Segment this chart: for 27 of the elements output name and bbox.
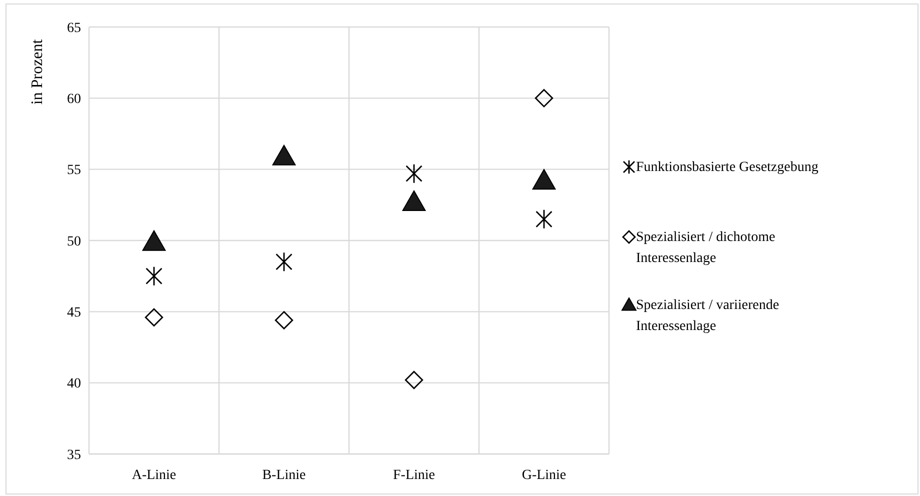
x-tick-label: B-Linie (262, 468, 306, 483)
point (536, 209, 552, 230)
legend-label: Funktionsbasierte Gesetzgebung (636, 160, 818, 175)
point (276, 252, 292, 272)
point (272, 144, 296, 166)
legend-label: Spezialisiert / variierende Interessenlage (636, 298, 780, 334)
y-tick-label: 35 (67, 448, 81, 463)
y-tick-label: 40 (67, 376, 81, 392)
point (142, 230, 166, 251)
y-tick-label: 55 (67, 163, 81, 178)
x-tick-label: A-Linie (132, 468, 176, 483)
y-tick-label: 60 (67, 92, 81, 108)
y-tick-label: 45 (67, 306, 81, 321)
point (274, 311, 294, 330)
y-tick-label: 65 (67, 20, 81, 36)
y-axis-title: in Prozent (29, 38, 46, 105)
x-tick-label: G-Linie (522, 468, 566, 483)
point (402, 190, 426, 211)
point (534, 89, 554, 108)
y-tick-label: 50 (67, 234, 81, 250)
point (144, 308, 164, 326)
x-tick-label: F-Linie (393, 468, 435, 483)
point (406, 164, 422, 184)
point (532, 169, 556, 190)
point (146, 266, 162, 286)
legend-label: Spezialisiert / dichotome Interessenlage (636, 230, 776, 266)
point (404, 370, 424, 390)
